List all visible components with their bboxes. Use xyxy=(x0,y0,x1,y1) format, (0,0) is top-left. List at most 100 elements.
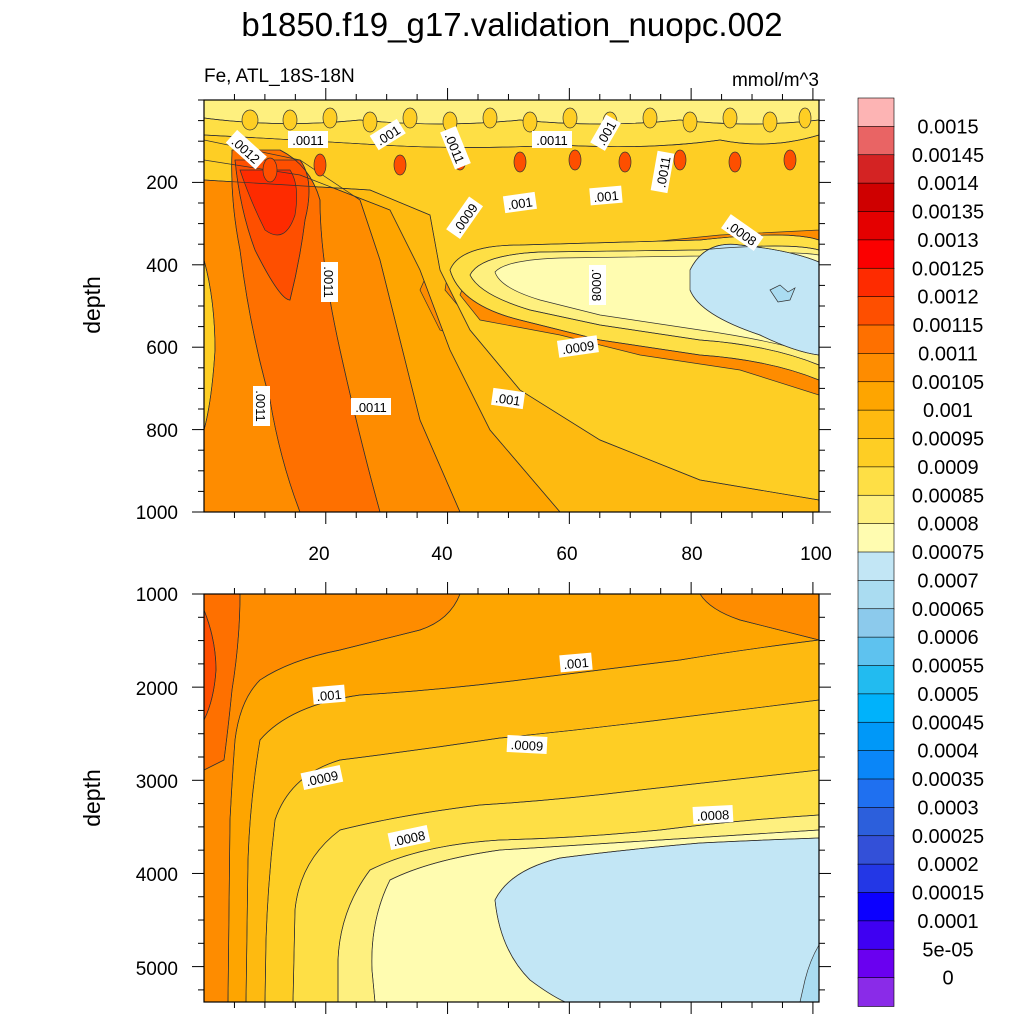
upper-contour-12 xyxy=(231,149,301,512)
svg-text:.0008: .0008 xyxy=(589,269,604,302)
colorbar-label: 0 xyxy=(942,968,953,990)
svg-text:.0008: .0008 xyxy=(392,828,427,849)
upper-y-tick-label: 400 xyxy=(146,256,178,277)
colorbar-label: 0.0009 xyxy=(917,457,978,479)
svg-text:.0011: .0011 xyxy=(321,266,336,298)
colorbar-swatch xyxy=(857,154,895,184)
lower-y-tick-label: 1000 xyxy=(136,585,178,606)
colorbar-swatch xyxy=(857,863,895,894)
contour-label: .0009 xyxy=(506,734,548,755)
svg-text:.001: .001 xyxy=(494,390,521,408)
colorbar-swatch xyxy=(857,693,895,724)
chart-subtitle-right: mmol/m^3 xyxy=(732,70,819,91)
colorbar-label: 0.00075 xyxy=(912,542,984,564)
svg-text:.0009: .0009 xyxy=(305,768,340,789)
colorbar-label: 0.00035 xyxy=(912,769,984,791)
colorbar-label: 0.00025 xyxy=(912,826,984,848)
colorbar-swatch xyxy=(857,267,895,298)
upper-y-tick-label: 800 xyxy=(146,421,178,442)
lower-y-tick-label: 3000 xyxy=(136,772,178,793)
colorbar-label: 0.0011 xyxy=(918,343,978,365)
svg-text:.0011: .0011 xyxy=(653,155,673,189)
contour-label: .0011 xyxy=(321,262,338,302)
colorbar-swatch xyxy=(857,636,895,667)
colorbar-label: 0.0003 xyxy=(917,797,978,819)
lower-contour-5 xyxy=(245,639,819,1002)
colorbar-label: 0.00125 xyxy=(912,258,984,280)
colorbar-label: 5e-05 xyxy=(922,939,973,961)
upper-contour-5 xyxy=(204,159,561,512)
upper-x-tick-label: 80 xyxy=(681,544,702,565)
upper-x-tick-label: 20 xyxy=(308,544,329,565)
lower-contour-7 xyxy=(292,769,819,1002)
lower-y-tick-label: 4000 xyxy=(136,865,178,886)
contour-label: .0011 xyxy=(288,131,328,148)
contour-label: .0008 xyxy=(387,825,431,850)
colorbar-swatch xyxy=(857,381,895,411)
svg-text:.0011: .0011 xyxy=(355,400,387,415)
upper-contour-9 xyxy=(449,269,819,381)
contour-label: .0011 xyxy=(650,150,675,194)
colorbar-swatch xyxy=(857,494,895,525)
contour-label: .0011 xyxy=(253,386,270,426)
colorbar-swatch xyxy=(857,892,895,922)
upper-y-tick-label: 1000 xyxy=(136,503,178,524)
lower-contour-4 xyxy=(699,594,819,641)
colorbar-label: 0.00105 xyxy=(912,372,984,394)
colorbar: 0.0015 0.00145 0.0014 0.00135 0.0013 0.00125 0… xyxy=(857,97,984,1007)
colorbar-label: 0.0013 xyxy=(917,230,978,252)
colorbar-swatch xyxy=(857,239,895,270)
lower-y-tick-label: 5000 xyxy=(136,959,178,980)
lower-y-axis-label: depth xyxy=(79,769,105,827)
svg-text:.0011: .0011 xyxy=(253,390,268,422)
upper-panel: 20 40 60 80 100 200 400 600 800 1000 dep… xyxy=(79,88,832,565)
svg-text:.001: .001 xyxy=(593,188,620,205)
svg-text:.001: .001 xyxy=(316,687,343,704)
svg-text:.0011: .0011 xyxy=(536,133,568,148)
upper-contour-14 xyxy=(234,159,310,301)
colorbar-label: 0.0015 xyxy=(917,116,978,138)
upper-x-tick-label: 100 xyxy=(800,544,832,565)
lower-contour-10 xyxy=(494,837,819,1002)
colorbar-swatch xyxy=(857,182,895,213)
lower-contour-3 xyxy=(204,609,217,721)
colorbar-label: 0.0008 xyxy=(917,514,978,536)
colorbar-swatch xyxy=(857,466,895,497)
colorbar-swatch xyxy=(857,353,895,383)
upper-contour-10 xyxy=(469,274,819,366)
colorbar-label: 0.0001 xyxy=(917,911,978,933)
colorbar-label: 0.0012 xyxy=(917,287,978,309)
lower-y-tick-label: 2000 xyxy=(136,679,178,700)
lower-contour-6 xyxy=(264,699,819,1002)
contour-label: .0008 xyxy=(692,804,734,825)
contour-label: .0011 xyxy=(351,398,391,415)
upper-contour-7 xyxy=(449,234,819,271)
lower-frame xyxy=(203,593,820,1003)
colorbar-label: 0.0002 xyxy=(917,854,978,876)
upper-fill-12 xyxy=(239,169,297,236)
contour-label: .001 xyxy=(502,191,537,214)
upper-x-tick-label: 40 xyxy=(431,544,452,565)
colorbar-swatch xyxy=(857,523,895,553)
colorbar-label: 0.0006 xyxy=(917,627,978,649)
colorbar-label: 0.00015 xyxy=(912,883,984,905)
chart-title: b1850.f19_g17.validation_nuopc.002 xyxy=(241,6,782,43)
upper-contour-8 xyxy=(469,245,819,276)
colorbar-swatch xyxy=(857,211,895,241)
upper-y-axis-label: depth xyxy=(79,276,105,334)
colorbar-swatch xyxy=(857,438,895,468)
colorbar-label: 0.00085 xyxy=(912,485,984,507)
contour-label: .0009 xyxy=(556,335,599,358)
upper-y-tick-label: 200 xyxy=(146,173,178,194)
contour-label: .001 xyxy=(491,387,526,410)
chart-subtitle-left: Fe, ATL_18S-18N xyxy=(204,66,355,87)
lower-contour-8 xyxy=(337,814,819,1002)
colorbar-swatch xyxy=(857,324,895,355)
colorbar-label: 0.00055 xyxy=(912,656,984,678)
contour-label: .001 xyxy=(589,185,623,206)
colorbar-label: 0.00095 xyxy=(912,429,984,451)
colorbar-swatch xyxy=(857,608,895,638)
colorbar-label: 0.00145 xyxy=(912,145,984,167)
colorbar-label: 0.0014 xyxy=(917,173,978,195)
